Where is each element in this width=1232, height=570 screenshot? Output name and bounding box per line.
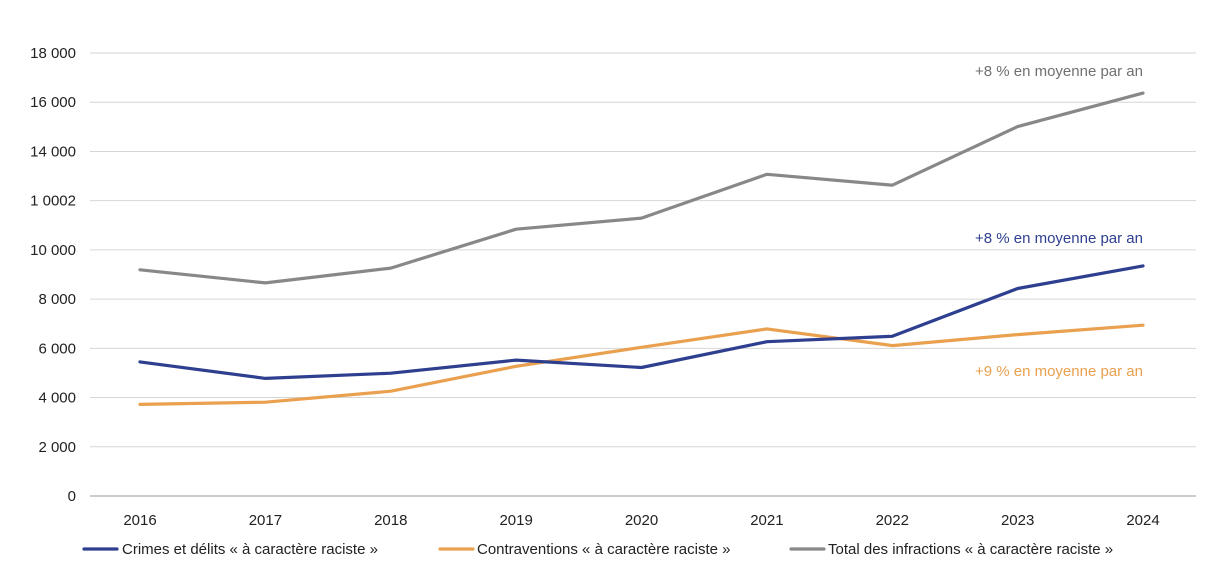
series-lines [138,91,1145,406]
legend-label: Total des infractions « à caractère raci… [828,541,1113,558]
y-tick-label: 2 000 [38,439,76,456]
legend-item-crimes-delits: Crimes et délits « à caractère raciste » [82,541,378,558]
x-tick-label: 2017 [249,512,282,529]
x-tick-label: 2019 [499,512,532,529]
legend-label: Crimes et délits « à caractère raciste » [122,541,378,558]
annotation-contraventions-growth: +9 % en moyenne par an [975,363,1143,380]
annotations: +8 % en moyenne par an +8 % en moyenne pa… [975,63,1143,380]
x-tick-label: 2016 [123,512,156,529]
series-line-crimes-delits [138,264,1145,380]
y-tick-label: 14 000 [30,143,76,160]
x-tick-label: 2024 [1126,512,1159,529]
x-axis-ticks: 2016 2017 2018 2019 2020 2021 2022 2023 2024 [123,512,1159,529]
series-line-contraventions [138,323,1145,406]
x-tick-label: 2022 [876,512,909,529]
annotation-total-growth: +8 % en moyenne par an [975,63,1143,80]
y-tick-label: 1 0002 [30,193,76,210]
x-tick-label: 2021 [750,512,783,529]
x-tick-label: 2020 [625,512,658,529]
legend-item-contraventions: Contraventions « à caractère raciste » [438,541,730,558]
annotation-crimes-growth: +8 % en moyenne par an [975,230,1143,247]
series-line-total [138,91,1145,285]
y-tick-label: 8 000 [38,291,76,308]
y-axis-ticks: 0 2 000 4 000 6 000 8 000 10 000 1 0002 14 000 1… [30,45,76,505]
y-tick-label: 0 [68,488,76,505]
legend-item-total: Total des infractions « à caractère raci… [789,541,1113,558]
x-tick-label: 2023 [1001,512,1034,529]
gridlines [90,52,1196,497]
y-tick-label: 6 000 [38,340,76,357]
legend-label: Contraventions « à caractère raciste » [477,541,730,558]
y-tick-label: 18 000 [30,45,76,62]
x-tick-label: 2018 [374,512,407,529]
y-tick-label: 4 000 [38,390,76,407]
legend: Crimes et délits « à caractère raciste »… [82,541,1113,558]
y-tick-label: 10 000 [30,242,76,259]
y-tick-label: 16 000 [30,94,76,111]
